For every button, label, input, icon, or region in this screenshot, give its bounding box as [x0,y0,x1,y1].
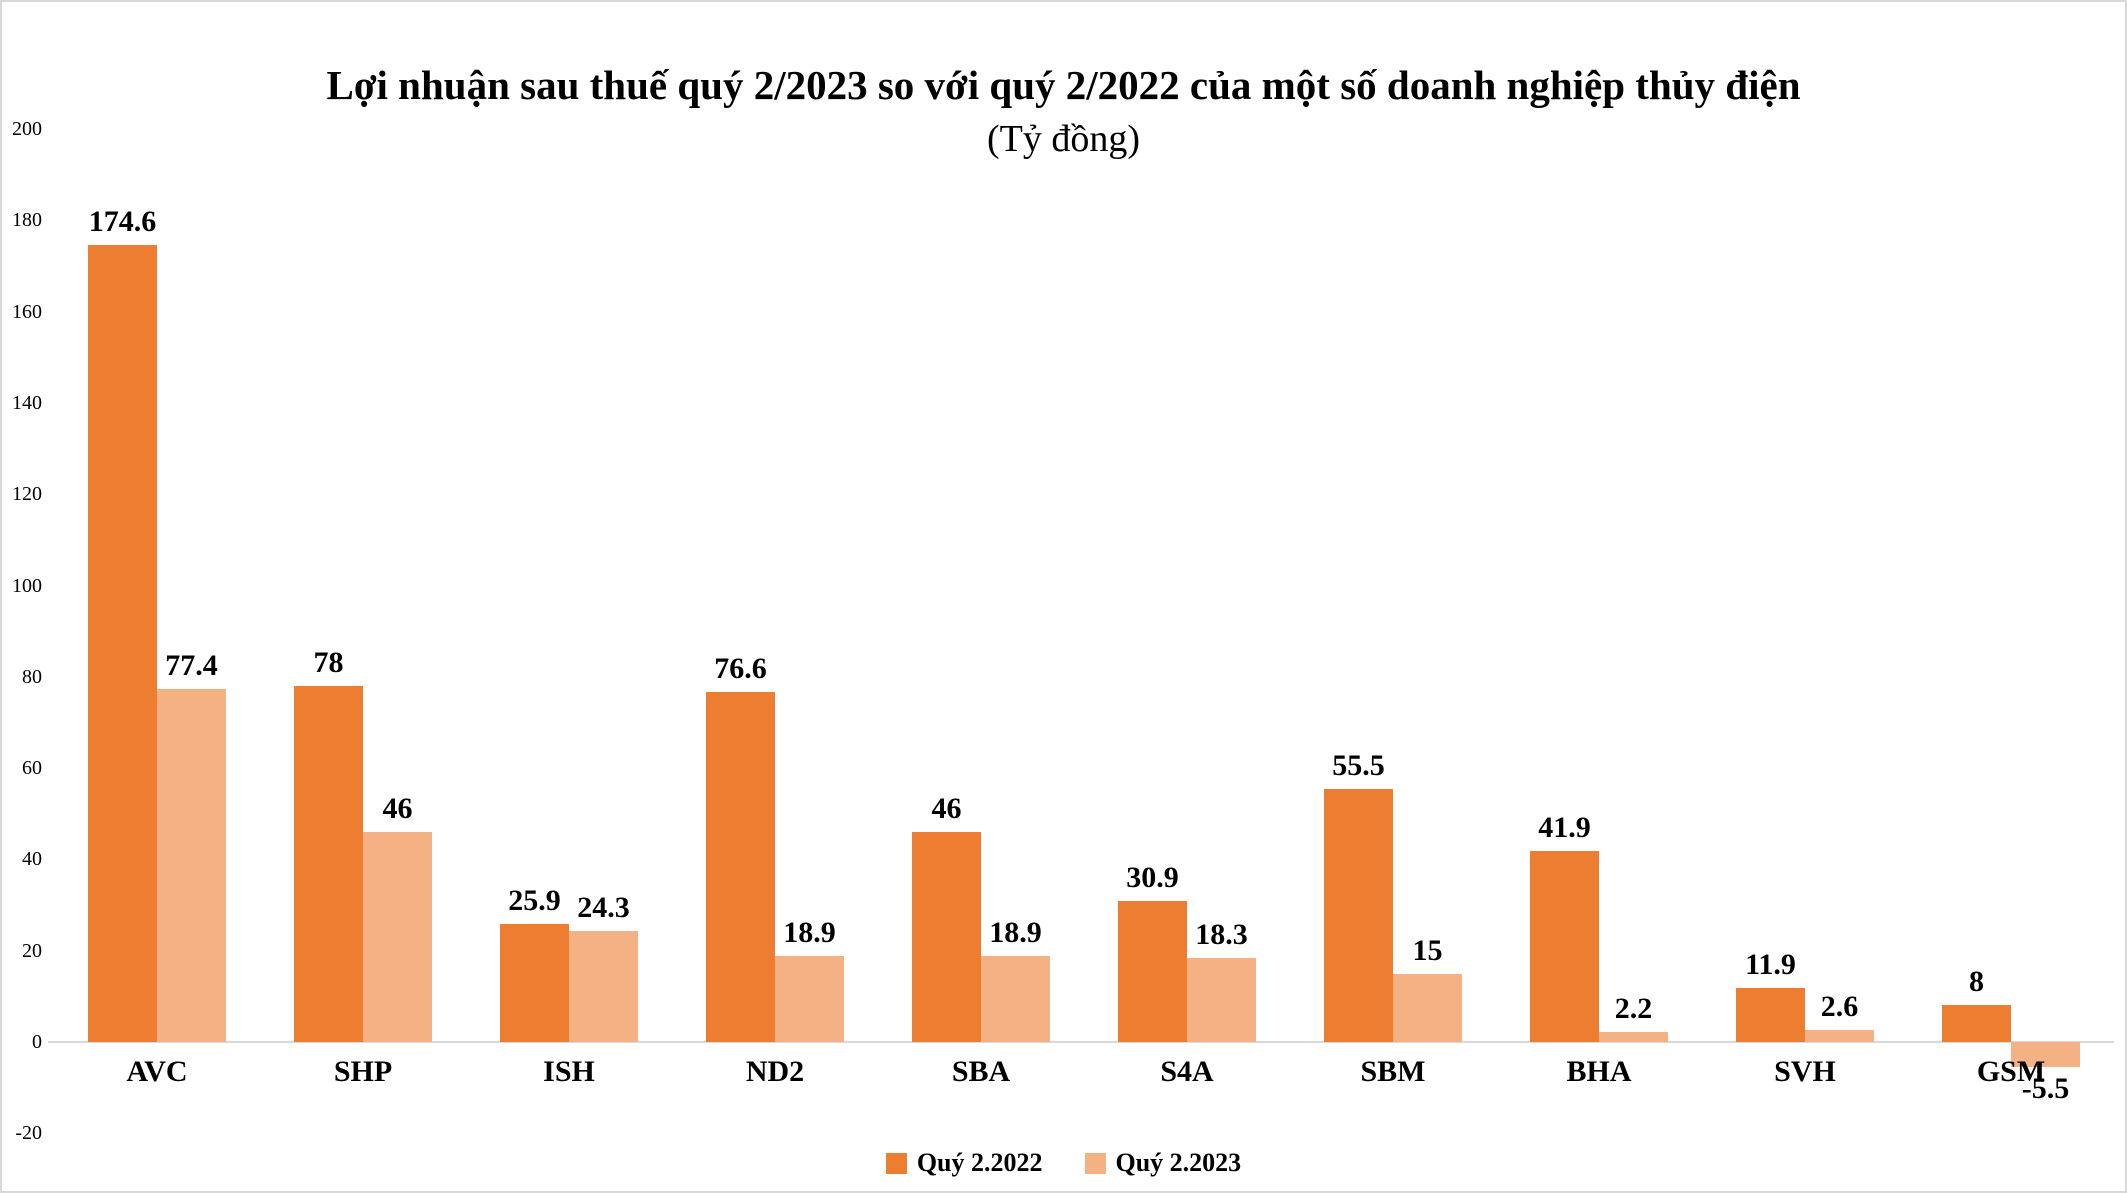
y-axis-tick-label: -20 [15,1122,42,1145]
value-label: 41.9 [1538,810,1591,844]
bar-qu-2-2022-gsm [1942,1005,2011,1042]
value-label: 174.6 [88,204,157,238]
value-label: 77.4 [165,648,218,682]
y-axis-tick-label: 80 [22,665,42,688]
chart-subtitle: (Tỷ đồng) [986,118,1141,160]
legend-swatch-icon [1084,1152,1106,1174]
bar-qu-2-2022-bha [1530,850,1599,1042]
value-label: 78 [313,645,344,679]
category-label-avc: AVC [126,1055,188,1088]
category-label-nd2: ND2 [745,1055,805,1088]
bar-qu-2-2022-s4a [1118,900,1187,1042]
bar-qu-2-2022-sbm [1324,788,1393,1042]
bar-qu-2-2023-shp [363,832,432,1042]
bar-qu-2-2022-shp [294,685,363,1042]
value-label: 15 [1412,933,1443,967]
bar-qu-2-2023-gsm [2011,1042,2080,1068]
value-label: 25.9 [508,883,561,917]
category-label-sba: SBA [951,1055,1011,1088]
legend: Quý 2.2022 Quý 2.2023 [2,1148,2125,1178]
category-label-sbm: SBM [1360,1055,1426,1088]
bar-qu-2-2023-sba [981,955,1050,1042]
chart-title: Lợi nhuận sau thuế quý 2/2023 so với quý… [326,62,1801,108]
value-label: 76.6 [714,652,767,686]
value-label: 18.9 [989,915,1042,949]
value-label: 11.9 [1745,947,1796,981]
bar-qu-2-2023-s4a [1187,958,1256,1042]
y-axis-tick-label: 140 [12,391,42,414]
category-label-shp: SHP [333,1055,393,1088]
value-label: 24.3 [577,891,630,925]
value-label: 46 [931,792,962,825]
y-axis-tick-label: 120 [12,483,42,506]
bar-qu-2-2022-ish [500,923,569,1042]
category-label-ish: ISH [543,1055,595,1088]
x-axis-line [48,1041,2114,1043]
value-label: 8 [1969,965,1984,999]
legend-item-qu-2-2022: Quý 2.2022 [885,1148,1043,1178]
y-axis-tick-label: 20 [22,939,42,962]
bar-qu-2-2023-nd2 [775,955,844,1042]
bar-qu-2-2023-ish [569,931,638,1042]
y-axis-tick-label: 180 [12,209,42,232]
y-axis-tick-label: 100 [12,574,42,597]
category-label-bha: BHA [1566,1055,1632,1088]
y-axis-tick-label: 40 [22,848,42,871]
y-axis-tick-label: 0 [32,1031,42,1053]
value-label: 2.2 [1614,991,1653,1025]
legend-item-qu-2-2023: Quý 2.2023 [1084,1148,1242,1178]
bar-qu-2-2022-sba [912,832,981,1042]
category-label-gsm: GSM [1976,1055,2046,1088]
bar-qu-2-2023-svh [1805,1030,1874,1042]
y-axis-tick-label: 60 [22,757,42,780]
bar-qu-2-2022-nd2 [706,692,775,1042]
value-label: 18.3 [1195,918,1248,952]
y-axis-tick-label: 200 [12,118,42,140]
y-axis-tick-label: 160 [12,300,42,323]
bar-qu-2-2022-svh [1736,987,1805,1042]
legend-label: Quý 2.2023 [1115,1148,1242,1177]
legend-label: Quý 2.2022 [916,1148,1043,1177]
bar-qu-2-2023-avc [157,688,226,1042]
bar-qu-2-2023-bha [1599,1031,1668,1042]
bar-qu-2-2023-sbm [1393,973,1462,1042]
category-label-svh: SVH [1774,1055,1836,1088]
value-label: 30.9 [1126,860,1179,894]
legend-swatch-icon [885,1152,907,1174]
category-label-s4a: S4A [1160,1055,1214,1088]
value-label: 46 [382,792,413,825]
bar-qu-2-2022-avc [88,244,157,1042]
value-label: -5.5 [2021,1072,2070,1106]
value-label: 2.6 [1820,990,1859,1024]
value-label: 18.9 [783,915,836,949]
value-label: 55.5 [1332,748,1385,782]
